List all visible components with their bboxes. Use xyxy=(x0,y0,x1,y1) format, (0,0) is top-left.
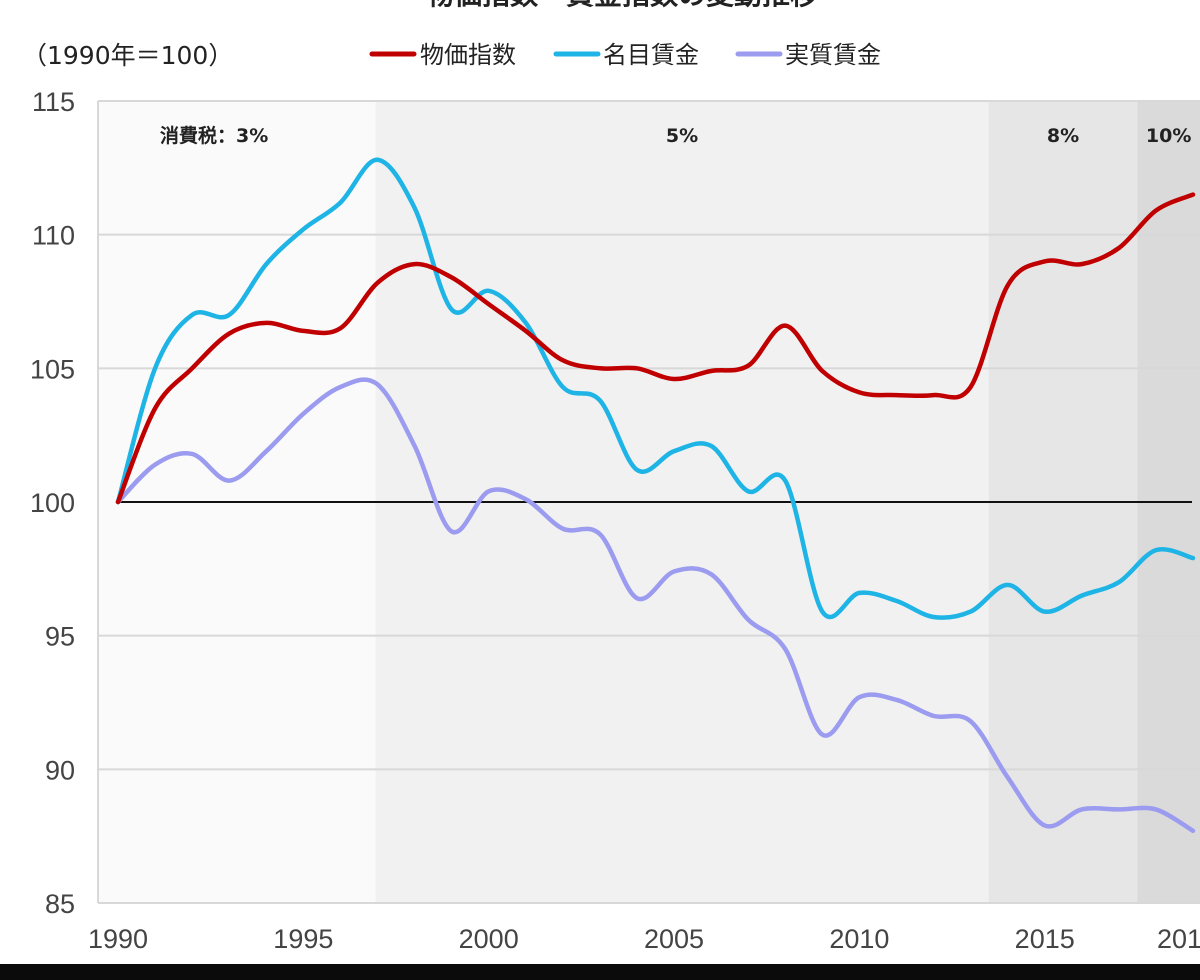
x-tick-label-6: 201 xyxy=(1157,924,1200,954)
x-tick-label-1: 1995 xyxy=(273,924,333,954)
x-tick-label-4: 2010 xyxy=(829,924,889,954)
axis-ticks: 85 90 95 100 105 110 115 1990 1995 2000 2005 2010 20… xyxy=(30,87,1200,954)
y-tick-label-100: 100 xyxy=(30,488,75,518)
chart-title: 物価指数・賃金指数の変動推移 xyxy=(426,0,818,11)
y-tick-label-95: 95 xyxy=(45,622,75,652)
x-tick-label-3: 2005 xyxy=(644,924,704,954)
y-tick-label-85: 85 xyxy=(45,889,75,919)
series-line-nominal-wage xyxy=(115,157,1196,620)
y-tick-label-110: 110 xyxy=(32,221,75,251)
x-tick-label-2: 2000 xyxy=(459,924,519,954)
tax-label-0: 消費税：3% xyxy=(160,124,268,147)
legend-label-nominal: 名目賃金 xyxy=(603,41,699,69)
tax-labels: 消費税：3% 5% 8% 10% xyxy=(160,124,1191,147)
y-tick-label-90: 90 xyxy=(45,755,75,785)
legend: 物価指数 名目賃金 実質賃金 xyxy=(369,41,881,69)
tax-label-2: 8% xyxy=(1047,125,1079,147)
bottom-bar xyxy=(0,964,1200,980)
unit-label: （1990年＝100） xyxy=(22,41,233,70)
x-tick-label-0: 1990 xyxy=(88,924,148,954)
series-line-cpi xyxy=(115,192,1196,505)
legend-label-cpi: 物価指数 xyxy=(420,41,516,69)
legend-label-real: 実質賃金 xyxy=(785,41,881,69)
series-lines xyxy=(115,157,1196,834)
series-line-real-wage xyxy=(115,377,1196,834)
y-tick-label-105: 105 xyxy=(30,354,75,384)
tax-label-3: 10% xyxy=(1146,125,1191,147)
tax-label-1: 5% xyxy=(666,125,698,147)
grid-lines xyxy=(97,100,1200,904)
x-tick-label-5: 2015 xyxy=(1015,924,1075,954)
y-tick-label-115: 115 xyxy=(32,87,75,117)
